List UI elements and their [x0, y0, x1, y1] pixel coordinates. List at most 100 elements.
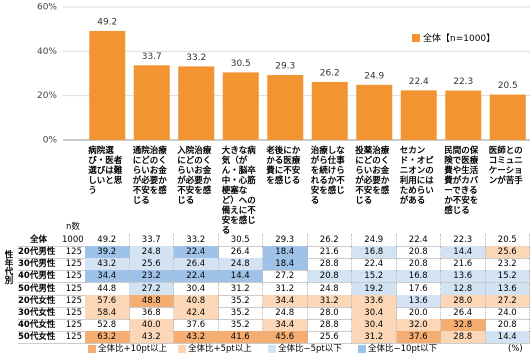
row-label: 40代男性	[18, 271, 56, 282]
category-label: 通院治療にどのくらいお金が必要か不安を感じる	[132, 146, 167, 206]
cell: 20.8	[397, 246, 441, 258]
cell: 58.4	[85, 307, 130, 319]
cell: 31.2	[352, 331, 397, 344]
cell: 25.6	[308, 331, 352, 344]
cell: 33.6	[352, 294, 397, 307]
row-label: 30代女性	[18, 308, 56, 318]
cell: 30.5	[219, 234, 263, 246]
row-label: 50代女性	[18, 332, 56, 343]
n-cell: 125	[65, 320, 82, 331]
cell: 43.2	[129, 331, 174, 344]
n-cell: 125	[65, 295, 82, 306]
row-label: 30代男性	[18, 259, 56, 270]
cell: 43.2	[174, 331, 219, 344]
y-tick-label: 0%	[43, 136, 58, 146]
cell: 19.2	[352, 282, 397, 295]
cell: 16.8	[396, 270, 441, 283]
category-label: 老後にかかる医療費に不安を感じる	[266, 146, 301, 186]
cell: 17.6	[397, 282, 441, 295]
cell: 37.6	[174, 319, 219, 332]
cell: 26.4	[441, 307, 486, 319]
cell: 20.5	[486, 234, 530, 246]
row-label: 20代男性	[18, 247, 56, 257]
cell: 57.6	[85, 294, 130, 307]
bar	[222, 72, 259, 140]
cell: 27.2	[129, 282, 174, 295]
cell: 14.4	[218, 270, 263, 283]
row-label: 全体	[30, 235, 48, 245]
cell: 13.6	[441, 270, 486, 283]
cell: 18.4	[263, 246, 308, 258]
cell: 28.8	[308, 258, 352, 271]
cell: 12.8	[441, 282, 486, 295]
cell: 20.8	[397, 258, 441, 271]
n-cell: 1000	[62, 235, 84, 245]
bar	[267, 75, 304, 140]
cell: 29.3	[263, 234, 308, 246]
cell: 28.0	[441, 294, 486, 307]
row-line	[18, 270, 530, 272]
cell: 27.2	[485, 294, 530, 307]
value-label: 49.2	[97, 17, 117, 27]
value-label: 20.5	[498, 81, 518, 91]
legend-swatch	[268, 345, 276, 353]
cell: 33.7	[130, 234, 174, 246]
category-label: 入院治療にどのくらいお金が必要か不安を感じる	[177, 146, 212, 206]
cell: 34.4	[263, 319, 308, 332]
cell: 25.6	[485, 246, 530, 258]
cell: 20.8	[307, 270, 352, 283]
cell: 35.2	[219, 294, 263, 307]
n-cell: 125	[65, 283, 82, 294]
cell: 15.2	[485, 270, 530, 283]
row-line	[18, 343, 530, 345]
cell: 26.4	[219, 246, 263, 258]
cell: 33.2	[174, 234, 219, 246]
legend-swatch	[412, 34, 420, 42]
bar	[311, 81, 348, 140]
cell: 14.4	[485, 331, 530, 344]
legend-label: 全体比+10pt以上	[98, 344, 168, 354]
value-label: 22.3	[453, 77, 473, 87]
cell: 23.2	[129, 270, 174, 283]
cell: 31.2	[263, 282, 308, 295]
cell: 20.8	[486, 319, 530, 332]
bar	[178, 66, 215, 140]
cell: 21.6	[441, 258, 486, 271]
cell: 22.4	[352, 258, 397, 271]
cell: 24.9	[352, 234, 397, 246]
cell: 32.0	[396, 319, 441, 332]
cell: 41.6	[218, 331, 263, 344]
row-line	[18, 306, 530, 308]
cell: 27.2	[263, 270, 308, 283]
cell: 35.2	[219, 307, 263, 319]
n-cell: 125	[65, 247, 82, 257]
cell: 23.2	[486, 258, 530, 271]
group-label: 性年代別	[3, 250, 13, 284]
bar	[489, 94, 526, 140]
category-label: 投薬治療にどのくらいお金が必要か不安を感じる	[355, 146, 390, 206]
cell: 31.2	[219, 282, 263, 295]
y-tick-label: 60%	[37, 3, 57, 13]
legend-label: 全体【n=1000】	[423, 32, 495, 44]
cell: 45.6	[263, 331, 308, 344]
category-label: 治療しながら仕事を続けられるか不安を感じる	[310, 146, 345, 206]
cell: 37.6	[396, 331, 441, 344]
cell: 52.8	[85, 319, 130, 332]
category-label: 大きな病気（がん・脳卒中・心筋梗塞など）への備えに不安を感じる	[221, 146, 256, 236]
cell: 25.6	[129, 258, 174, 271]
cell: 16.8	[352, 246, 397, 258]
cell: 22.4	[174, 270, 219, 283]
cell: 49.2	[85, 234, 130, 246]
unit-label: (%)	[508, 344, 523, 354]
value-label: 33.7	[142, 52, 162, 62]
value-label: 22.4	[409, 77, 429, 87]
cell: 28.0	[308, 307, 352, 319]
bar	[356, 84, 393, 140]
row-label: 40代女性	[18, 320, 56, 331]
bar	[133, 65, 170, 140]
y-tick-label: 40%	[37, 47, 57, 57]
legend-swatch	[88, 345, 96, 353]
row-line	[18, 282, 530, 284]
bar	[445, 90, 482, 140]
